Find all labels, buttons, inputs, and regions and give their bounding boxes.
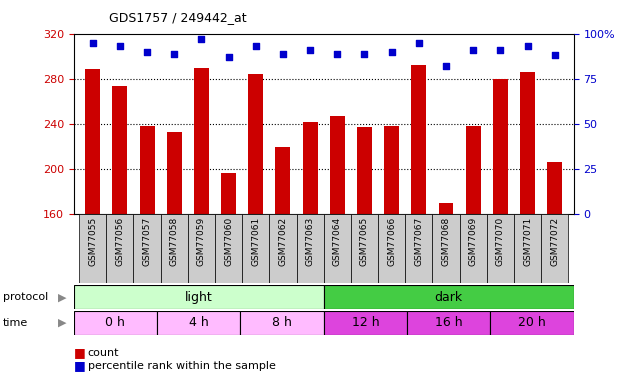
Text: GSM77060: GSM77060 — [224, 217, 233, 267]
Bar — [487, 214, 514, 283]
Text: GSM77061: GSM77061 — [251, 217, 260, 267]
Text: ■: ■ — [74, 359, 85, 372]
Bar — [133, 214, 161, 283]
Bar — [240, 310, 324, 335]
Point — [115, 44, 125, 50]
Bar — [465, 126, 481, 214]
Text: time: time — [3, 318, 28, 328]
Point — [88, 40, 98, 46]
Text: GSM77059: GSM77059 — [197, 217, 206, 267]
Bar — [74, 285, 324, 309]
Bar — [140, 126, 154, 214]
Text: GSM77062: GSM77062 — [278, 217, 287, 266]
Bar — [412, 65, 426, 214]
Bar — [407, 310, 490, 335]
Bar — [324, 310, 407, 335]
Text: GSM77065: GSM77065 — [360, 217, 369, 267]
Point — [468, 47, 478, 53]
Text: GSM77055: GSM77055 — [88, 217, 97, 267]
Text: GSM77066: GSM77066 — [387, 217, 396, 267]
Point — [142, 49, 152, 55]
Text: ■: ■ — [74, 346, 85, 359]
Point — [305, 47, 315, 53]
Bar — [297, 214, 324, 283]
Bar — [276, 147, 290, 214]
Bar — [85, 69, 100, 214]
Bar — [221, 173, 236, 214]
Bar — [106, 214, 133, 283]
Text: light: light — [185, 291, 213, 304]
Point — [495, 47, 506, 53]
Point — [441, 63, 451, 69]
Bar — [433, 214, 460, 283]
Bar — [493, 79, 508, 214]
Bar — [303, 122, 317, 214]
Bar — [547, 162, 562, 214]
Bar — [438, 202, 453, 214]
Text: 20 h: 20 h — [518, 316, 546, 329]
Bar — [157, 310, 240, 335]
Bar — [514, 214, 541, 283]
Bar — [384, 126, 399, 214]
Bar — [324, 214, 351, 283]
Text: GSM77057: GSM77057 — [142, 217, 151, 267]
Point — [387, 49, 397, 55]
Bar — [112, 86, 128, 214]
Text: GSM77064: GSM77064 — [333, 217, 342, 266]
Text: 16 h: 16 h — [435, 316, 463, 329]
Bar — [79, 214, 106, 283]
Bar — [378, 214, 405, 283]
Bar — [161, 214, 188, 283]
Text: GDS1757 / 249442_at: GDS1757 / 249442_at — [109, 11, 247, 24]
Point — [332, 51, 342, 57]
Text: GSM77070: GSM77070 — [496, 217, 505, 267]
Text: GSM77067: GSM77067 — [414, 217, 423, 267]
Bar — [188, 214, 215, 283]
Bar — [351, 214, 378, 283]
Bar — [330, 116, 345, 214]
Text: 4 h: 4 h — [189, 316, 208, 329]
Point — [278, 51, 288, 57]
Bar — [405, 214, 433, 283]
Point — [549, 53, 560, 58]
Point — [413, 40, 424, 46]
Point — [196, 36, 206, 42]
Bar — [215, 214, 242, 283]
Bar — [248, 74, 263, 214]
Text: 8 h: 8 h — [272, 316, 292, 329]
Bar — [269, 214, 297, 283]
Text: 0 h: 0 h — [105, 316, 126, 329]
Text: 12 h: 12 h — [351, 316, 379, 329]
Text: GSM77072: GSM77072 — [550, 217, 559, 266]
Bar — [194, 68, 209, 214]
Bar — [74, 310, 157, 335]
Bar — [541, 214, 569, 283]
Text: dark: dark — [435, 291, 463, 304]
Text: count: count — [88, 348, 119, 357]
Bar — [357, 127, 372, 214]
Point — [169, 51, 179, 57]
Text: GSM77071: GSM77071 — [523, 217, 532, 267]
Text: GSM77056: GSM77056 — [115, 217, 124, 267]
Point — [224, 54, 234, 60]
Text: GSM77069: GSM77069 — [469, 217, 478, 267]
Bar — [460, 214, 487, 283]
Bar — [167, 132, 182, 214]
Point — [522, 44, 533, 50]
Bar — [490, 310, 574, 335]
Text: percentile rank within the sample: percentile rank within the sample — [88, 361, 276, 370]
Text: protocol: protocol — [3, 292, 49, 302]
Point — [360, 51, 370, 57]
Text: GSM77063: GSM77063 — [306, 217, 315, 267]
Bar — [324, 285, 574, 309]
Text: GSM77068: GSM77068 — [442, 217, 451, 267]
Text: ▶: ▶ — [58, 292, 67, 302]
Bar — [242, 214, 269, 283]
Text: GSM77058: GSM77058 — [170, 217, 179, 267]
Point — [251, 44, 261, 50]
Text: ▶: ▶ — [58, 318, 67, 328]
Bar — [520, 72, 535, 214]
